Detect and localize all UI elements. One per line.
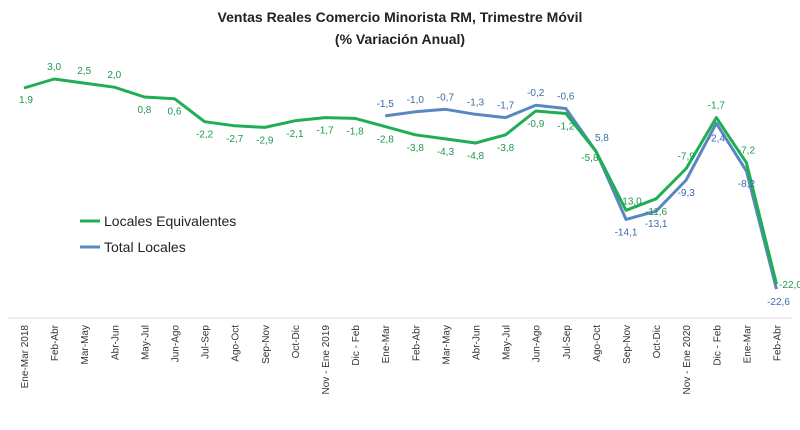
data-label: -2,7: [226, 134, 244, 145]
legend-label: Total Locales: [104, 239, 186, 255]
data-label: -0,9: [527, 119, 545, 130]
x-tick-label: Oct-Dic: [652, 325, 663, 358]
data-label: 5,8: [595, 133, 609, 144]
data-label: -2,4: [708, 133, 726, 144]
data-label: -1,5: [377, 99, 395, 110]
data-label: -1,7: [497, 101, 515, 112]
data-label: -3,8: [407, 143, 425, 154]
x-tick-label: Oct-Dic: [291, 325, 302, 358]
data-label: 1,9: [19, 95, 33, 106]
data-label: -0,2: [527, 88, 545, 99]
data-label: -8,2: [738, 179, 756, 190]
data-label: -22,6: [767, 297, 790, 308]
x-tick-label: Feb-Abr: [773, 324, 784, 361]
data-label: 0,6: [168, 107, 182, 118]
data-label: -0,6: [557, 92, 575, 103]
x-tick-label: May-Jul: [140, 325, 151, 360]
data-label: -4,3: [437, 147, 455, 158]
data-label: -11,6: [645, 207, 667, 218]
x-tick-label: Ene-Mar: [381, 324, 392, 363]
data-label: -0,7: [437, 92, 455, 103]
x-tick-label: Sep-Nov: [622, 325, 633, 364]
data-label: -4,8: [467, 151, 485, 162]
series-line-total-locales: [384, 103, 778, 290]
data-label: -5,8: [581, 153, 599, 164]
x-tick-label: Abr-Jun: [472, 325, 483, 360]
data-label: -2,8: [377, 135, 395, 146]
x-tick-label: Feb-Abr: [411, 324, 422, 361]
data-label: -13,1: [645, 219, 668, 230]
series-line-locales-equivalentes: [23, 77, 778, 285]
x-tick-label: Jul-Sep: [201, 325, 212, 359]
data-label: -1,8: [346, 126, 364, 137]
data-label: 0,8: [137, 105, 151, 116]
data-label: 13,0: [622, 196, 642, 207]
data-label: -1,7: [316, 126, 334, 137]
x-tick-label: Nov - Ene 2020: [682, 325, 693, 395]
data-label: -22,0: [779, 280, 800, 291]
chart-subtitle: (% Variación Anual): [334, 31, 466, 47]
x-tick-label: Jun-Ago: [171, 325, 182, 363]
data-label: 2,0: [107, 70, 121, 81]
x-tick-label: Ago-Oct: [231, 325, 242, 362]
x-tick-label: Nov - Ene 2019: [321, 325, 332, 395]
data-label: -2,1: [286, 129, 304, 140]
x-tick-label: Feb-Abr: [50, 324, 61, 361]
x-tick-label: Dic - Feb: [351, 325, 362, 366]
x-tick-label: Dic - Feb: [712, 325, 723, 366]
x-tick-label: Ene-Mar 2018: [20, 325, 31, 389]
data-label: 3,0: [47, 62, 61, 73]
x-tick-label: Jul-Sep: [562, 325, 573, 359]
data-label: 2,5: [77, 66, 91, 77]
x-tick-label: Mar-May: [441, 325, 452, 364]
data-label: -1,2: [557, 122, 575, 133]
x-tick-label: Ene-Mar: [742, 324, 753, 363]
data-label: -1,7: [708, 101, 726, 112]
data-label: -9,3: [678, 188, 696, 199]
legend-label: Locales Equivalentes: [104, 213, 236, 229]
data-label: -2,2: [196, 130, 214, 141]
x-tick-label: May-Jul: [502, 325, 513, 360]
data-label: -3,8: [497, 143, 515, 154]
x-tick-label: Mar-May: [80, 325, 91, 364]
data-label: -7,2: [738, 146, 756, 157]
data-label: -2,9: [256, 135, 274, 146]
data-label: -1,3: [467, 97, 485, 108]
x-tick-label: Jun-Ago: [532, 325, 543, 363]
data-label: -14,1: [615, 227, 638, 238]
x-tick-label: Abr-Jun: [110, 325, 121, 360]
data-label: -7,9: [678, 152, 696, 163]
x-tick-label: Ago-Oct: [592, 325, 603, 362]
chart-title: Ventas Reales Comercio Minorista RM, Tri…: [217, 9, 583, 25]
x-tick-label: Sep-Nov: [261, 325, 272, 364]
data-label: -1,0: [407, 95, 425, 106]
